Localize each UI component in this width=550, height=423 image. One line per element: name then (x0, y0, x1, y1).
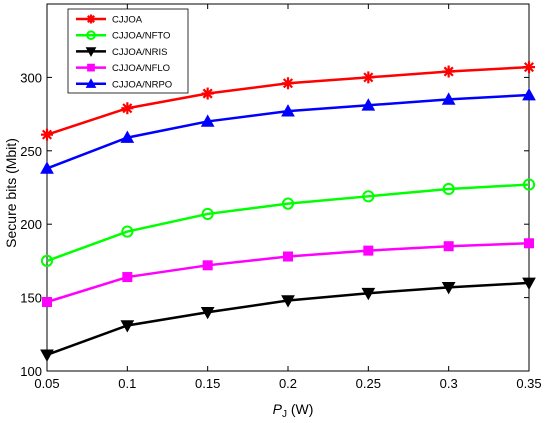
series-cjjoa-nris (40, 277, 536, 362)
data-point (86, 30, 96, 41)
data-point (120, 130, 135, 143)
data-point (441, 92, 456, 105)
y-tick-label: 100 (20, 364, 42, 379)
x-axis-label-subscript: J (282, 409, 287, 420)
x-axis-label: PJ (W) (273, 401, 314, 420)
data-point (281, 197, 295, 210)
data-point (361, 98, 376, 111)
data-point (281, 295, 295, 308)
data-point (282, 77, 294, 90)
data-point (443, 241, 454, 252)
x-tick-label: 0.1 (118, 376, 136, 391)
x-tick-label: 0.05 (34, 376, 59, 391)
data-point (40, 254, 54, 267)
legend-label: CJJOA/NFTO (112, 31, 170, 42)
data-point (202, 260, 213, 271)
series-line (46, 183, 530, 263)
data-point (86, 14, 96, 24)
y-tick-label: 150 (20, 291, 42, 306)
axes: 0.05 0.1 0.15 0.2 0.25 0.3 0.35 100 150 200 250 300 (20, 4, 542, 391)
legend-item: CJJOA (76, 14, 143, 26)
data-point (85, 78, 97, 88)
series-cjjoa (41, 61, 535, 141)
data-point (40, 161, 54, 174)
y-axis-label: Secure bits (Mbit) (3, 138, 19, 248)
data-point (87, 63, 95, 72)
data-point (363, 245, 374, 256)
y-tick-label: 250 (20, 144, 42, 159)
x-tick-label: 0.2 (279, 376, 297, 391)
data-point (121, 102, 134, 115)
legend-label: CJJOA (112, 15, 143, 26)
data-point (442, 182, 455, 196)
x-tick-label: 0.25 (356, 376, 381, 391)
legend-label: CJJOA/NRIS (112, 47, 167, 58)
legend-item: CJJOA/NFTO (76, 30, 170, 42)
x-axis-label-unit: (W) (287, 401, 313, 417)
data-point (200, 306, 215, 320)
data-point (85, 47, 97, 57)
data-point (442, 65, 455, 78)
data-point (42, 297, 52, 308)
data-point (120, 320, 135, 333)
y-tick-label: 200 (20, 217, 42, 232)
x-axis-label-main: P (273, 401, 283, 417)
data-point (522, 87, 536, 101)
data-point (523, 61, 535, 74)
legend-item: CJJOA/NRPO (76, 78, 172, 90)
y-tick-label: 300 (20, 70, 42, 85)
data-point (201, 87, 214, 100)
series-cjjoa-nrpo (40, 87, 536, 174)
data-point (281, 104, 295, 117)
legend-label: CJJOA/NFLO (112, 63, 170, 74)
legend-label: CJJOA/NRPO (112, 79, 172, 90)
x-tick-label: 0.3 (440, 376, 458, 391)
data-point (121, 225, 134, 238)
x-tick-label: 0.35 (516, 376, 541, 391)
data-point (361, 287, 376, 301)
data-point (40, 349, 54, 362)
data-point (200, 114, 215, 127)
legend: CJJOA CJJOA/NFTO CJJOA/NRIS CJJOA/NFLO CJJOA… (67, 8, 189, 94)
series-cjjoa-nflo (42, 238, 534, 308)
legend-item: CJJOA/NRIS (76, 47, 167, 58)
data-point (441, 282, 456, 295)
data-point (524, 238, 534, 249)
data-point (283, 251, 293, 262)
data-point (362, 190, 375, 203)
series-cjjoa-nfto (40, 178, 536, 267)
legend-item: CJJOA/NFLO (76, 63, 170, 74)
x-tick-label: 0.15 (195, 376, 220, 391)
data-point (41, 128, 53, 141)
data-point (362, 71, 375, 84)
series-layer (40, 61, 536, 362)
data-point (522, 178, 536, 191)
data-point (122, 272, 133, 283)
data-point (201, 207, 214, 221)
data-point (522, 277, 536, 290)
